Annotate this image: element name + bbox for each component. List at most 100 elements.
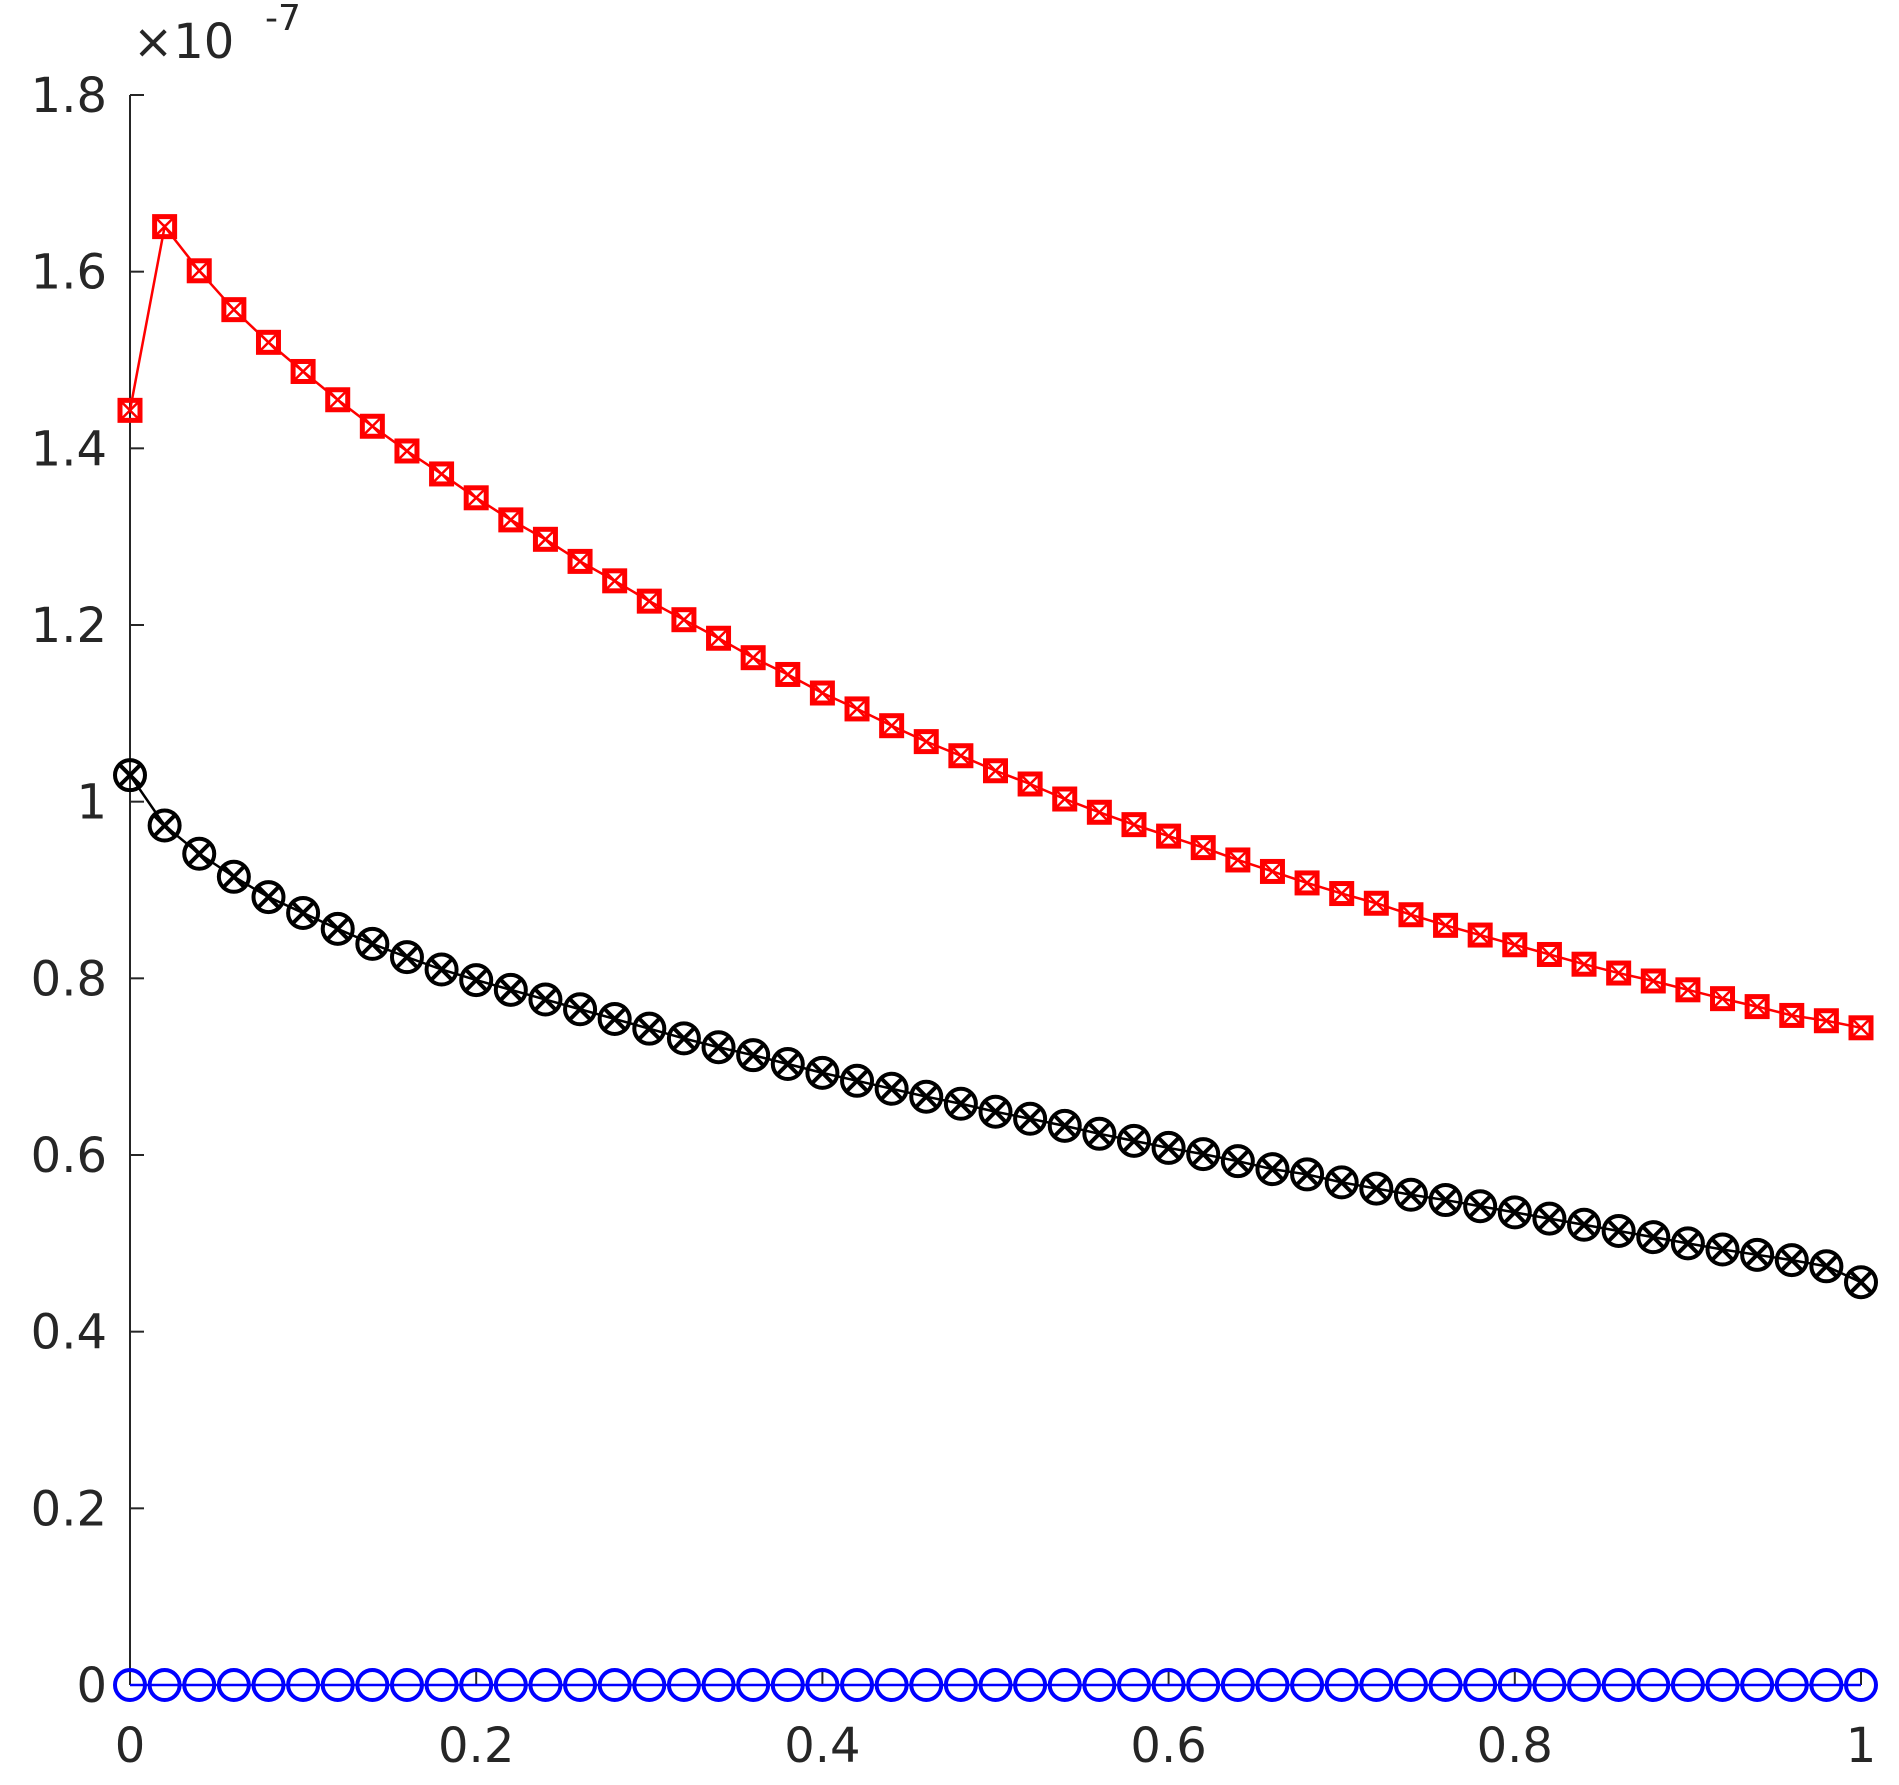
marker-circle bbox=[1497, 1668, 1532, 1702]
data-point bbox=[874, 1668, 909, 1702]
marker-cross bbox=[948, 1091, 973, 1116]
marker-square bbox=[1294, 870, 1320, 896]
data-point bbox=[736, 1038, 771, 1073]
marker-circle bbox=[1393, 1177, 1428, 1212]
marker-square bbox=[1259, 858, 1285, 884]
marker-square bbox=[1813, 1008, 1839, 1034]
marker-square bbox=[1086, 799, 1112, 825]
marker-square bbox=[1536, 941, 1562, 967]
data-point bbox=[251, 880, 286, 915]
marker-circle bbox=[1013, 1668, 1048, 1702]
marker-cross bbox=[1364, 1176, 1389, 1201]
data-point bbox=[909, 1079, 944, 1114]
marker-cross bbox=[1606, 1218, 1631, 1243]
data-point bbox=[1290, 1668, 1325, 1702]
marker-circle bbox=[978, 1094, 1013, 1129]
data-point bbox=[1779, 1002, 1805, 1028]
marker-circle bbox=[1082, 1116, 1117, 1151]
data-point bbox=[1255, 1668, 1290, 1702]
data-point bbox=[1844, 1668, 1878, 1702]
data-point bbox=[1744, 994, 1770, 1020]
marker-circle bbox=[805, 1055, 840, 1090]
data-point bbox=[1497, 1195, 1532, 1230]
data-point bbox=[740, 645, 766, 671]
marker-cross bbox=[1156, 1135, 1181, 1160]
data-point bbox=[290, 358, 316, 384]
data-point bbox=[221, 297, 247, 323]
marker-circle bbox=[666, 1668, 701, 1702]
data-point bbox=[1329, 881, 1355, 907]
data-point bbox=[1086, 799, 1112, 825]
marker-circle bbox=[1013, 1101, 1048, 1136]
marker-circle bbox=[1705, 1232, 1740, 1267]
marker-cross bbox=[775, 1051, 800, 1077]
data-point bbox=[528, 1668, 563, 1702]
data-point bbox=[1463, 1189, 1498, 1224]
marker-square bbox=[1571, 951, 1597, 977]
marker-square bbox=[394, 438, 420, 464]
marker-square bbox=[844, 696, 870, 722]
marker-square bbox=[602, 568, 628, 594]
marker-cross bbox=[1191, 1142, 1216, 1167]
marker-square bbox=[1017, 771, 1043, 797]
marker-cross bbox=[741, 1043, 766, 1068]
marker-circle bbox=[147, 808, 182, 843]
marker-cross bbox=[810, 1060, 835, 1085]
y-exponent-power: -7 bbox=[265, 0, 301, 39]
marker-circle bbox=[597, 1001, 632, 1036]
marker-cross bbox=[1502, 1200, 1527, 1225]
data-point bbox=[320, 911, 355, 946]
data-point bbox=[1220, 1668, 1255, 1702]
marker-circle bbox=[286, 895, 321, 930]
data-point bbox=[186, 258, 212, 284]
x-tick-label: 0.8 bbox=[1477, 1718, 1553, 1774]
marker-cross bbox=[1329, 1170, 1354, 1195]
marker-cross bbox=[706, 1035, 731, 1060]
marker-cross bbox=[568, 997, 593, 1022]
data-point bbox=[1121, 812, 1147, 838]
data-point bbox=[528, 982, 563, 1017]
marker-circle bbox=[1047, 1108, 1082, 1143]
marker-cross bbox=[1121, 1128, 1146, 1153]
data-point bbox=[1324, 1668, 1359, 1702]
data-point bbox=[325, 387, 351, 413]
marker-circle bbox=[320, 911, 355, 946]
marker-square bbox=[671, 607, 697, 633]
marker-cross bbox=[984, 759, 1007, 782]
data-point bbox=[1013, 1101, 1048, 1136]
marker-circle bbox=[1220, 1668, 1255, 1702]
marker-cross bbox=[1815, 1009, 1838, 1032]
data-point bbox=[1844, 1265, 1878, 1300]
data-point bbox=[147, 808, 182, 843]
y-tick-label: 1.6 bbox=[31, 245, 107, 301]
marker-square bbox=[1225, 847, 1251, 873]
data-point bbox=[1151, 1668, 1186, 1702]
data-point bbox=[602, 568, 628, 594]
marker-cross bbox=[603, 569, 626, 592]
data-point bbox=[840, 1063, 875, 1098]
marker-square bbox=[463, 485, 489, 511]
marker-cross bbox=[880, 714, 903, 737]
data-point bbox=[493, 972, 528, 1007]
marker-circle bbox=[1324, 1668, 1359, 1702]
data-point bbox=[113, 758, 147, 793]
data-point bbox=[1259, 858, 1285, 884]
marker-cross bbox=[152, 813, 177, 838]
marker-cross bbox=[499, 508, 522, 531]
marker-cross bbox=[1711, 987, 1734, 1010]
marker-square bbox=[290, 358, 316, 384]
marker-square bbox=[1190, 835, 1216, 861]
data-point bbox=[563, 992, 598, 1027]
marker-cross bbox=[1433, 1188, 1458, 1213]
data-point bbox=[463, 485, 489, 511]
marker-cross bbox=[1745, 1242, 1770, 1267]
marker-cross bbox=[1400, 903, 1422, 926]
y-exponent-base: ×10 bbox=[133, 14, 234, 70]
marker-circle bbox=[736, 1038, 771, 1073]
marker-cross bbox=[1225, 1149, 1250, 1174]
data-point bbox=[424, 952, 459, 987]
data-point bbox=[879, 713, 905, 739]
marker-circle bbox=[563, 1668, 598, 1702]
marker-cross bbox=[1677, 978, 1699, 1001]
marker-cross bbox=[188, 259, 211, 282]
